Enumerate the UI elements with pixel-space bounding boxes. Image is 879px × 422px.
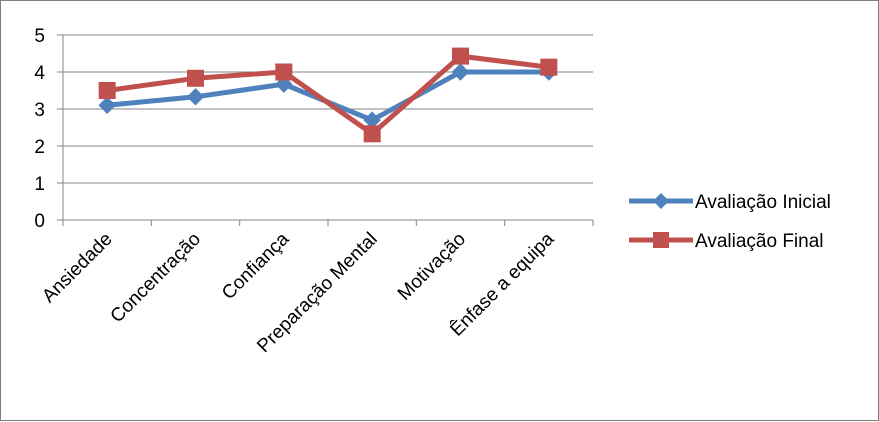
y-tick-label: 1	[34, 174, 45, 195]
legend: Avaliação Inicial Avaliação Final	[629, 192, 831, 252]
legend-label-2: Avaliação Final	[695, 231, 824, 252]
x-tick-label: Concentração	[107, 229, 205, 327]
legend-marker-square	[653, 232, 669, 248]
data-point-square	[363, 125, 381, 143]
gridlines	[63, 34, 593, 184]
data-point-diamond	[451, 63, 470, 81]
series-line-2	[104, 53, 552, 137]
data-point-square	[98, 82, 116, 99]
data-point-square	[275, 63, 293, 81]
data-point-diamond	[98, 96, 116, 115]
x-tick-label: Motivação	[394, 229, 470, 305]
y-tick-label: 4	[34, 63, 45, 84]
y-tick-labels: 0 1 2 3 4 5	[34, 26, 45, 232]
legend-label-1: Avaliação Inicial	[695, 192, 831, 213]
axes	[57, 34, 594, 226]
y-tick-label: 5	[34, 26, 45, 47]
data-point-square	[540, 58, 558, 76]
series	[98, 47, 558, 143]
x-tick-label: Ansiedade	[38, 229, 116, 307]
data-point-diamond	[186, 88, 205, 106]
x-tick-label: Confiança	[218, 228, 294, 304]
y-tick-label: 2	[34, 137, 45, 158]
y-tick-label: 0	[34, 211, 45, 232]
data-point-square	[452, 47, 469, 65]
data-point-square	[187, 69, 204, 87]
y-tick-label: 3	[34, 100, 45, 121]
legend-marker-diamond	[653, 193, 669, 209]
